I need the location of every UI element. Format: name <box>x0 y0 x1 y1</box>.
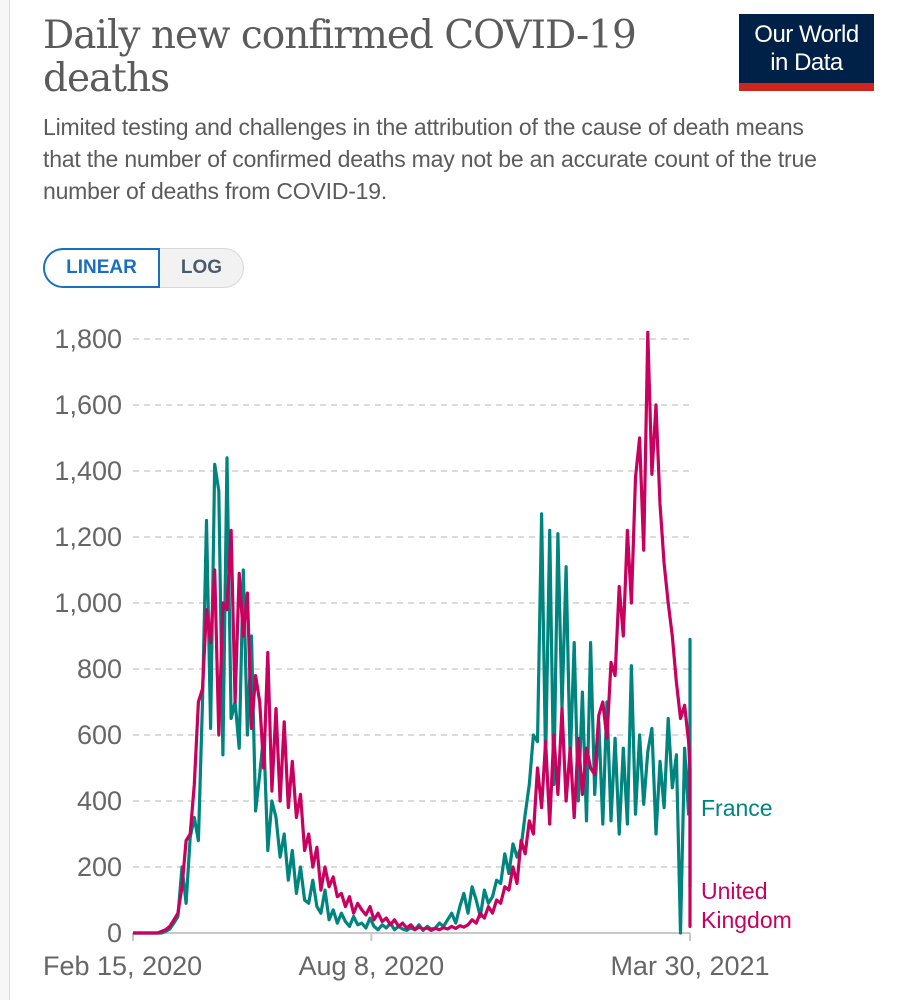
y-tick-label: 1,000 <box>54 588 122 618</box>
chart-title: Daily new confirmed COVID-19 deaths <box>43 13 637 101</box>
series-lines <box>133 330 692 935</box>
y-axis-ticks: 0 200 400 600 800 1,000 1,200 1,400 1,600 1,800 <box>54 324 122 948</box>
y-tick-label: 200 <box>77 852 122 882</box>
y-tick-label: 1,200 <box>54 522 122 552</box>
owid-logo[interactable]: Our World in Data <box>739 14 874 91</box>
legend-label-france[interactable]: France <box>701 795 773 821</box>
legend-label-united-kingdom-line2[interactable]: Kingdom <box>701 907 792 933</box>
x-tick-label: Mar 30, 2021 <box>610 951 769 981</box>
y-tick-label: 1,800 <box>54 324 122 354</box>
log-scale-button[interactable]: LOG <box>160 248 244 288</box>
scale-toggle: LINEAR LOG <box>43 248 244 290</box>
x-tick-label: Feb 15, 2020 <box>43 951 202 981</box>
logo-line-1: Our World <box>754 21 859 48</box>
chart-subtitle: Limited testing and challenges in the at… <box>43 114 817 204</box>
linear-scale-button[interactable]: LINEAR <box>43 248 160 288</box>
y-tick-label: 1,400 <box>54 456 122 486</box>
series-line-united-kingdom[interactable] <box>133 330 692 935</box>
x-tick-label: Aug 8, 2020 <box>299 951 445 981</box>
y-tick-label: 600 <box>77 720 122 750</box>
legend-label-united-kingdom-line1[interactable]: United <box>701 878 767 904</box>
y-tick-label: 400 <box>77 786 122 816</box>
y-tick-label: 1,600 <box>54 390 122 420</box>
legend: France United Kingdom <box>701 795 792 933</box>
y-tick-label: 0 <box>107 918 122 948</box>
logo-line-2: in Data <box>770 49 843 76</box>
y-tick-label: 800 <box>77 654 122 684</box>
x-axis: Feb 15, 2020 Aug 8, 2020 Mar 30, 2021 <box>43 932 770 981</box>
page-edge <box>0 0 10 1000</box>
series-line-france[interactable] <box>133 456 692 935</box>
